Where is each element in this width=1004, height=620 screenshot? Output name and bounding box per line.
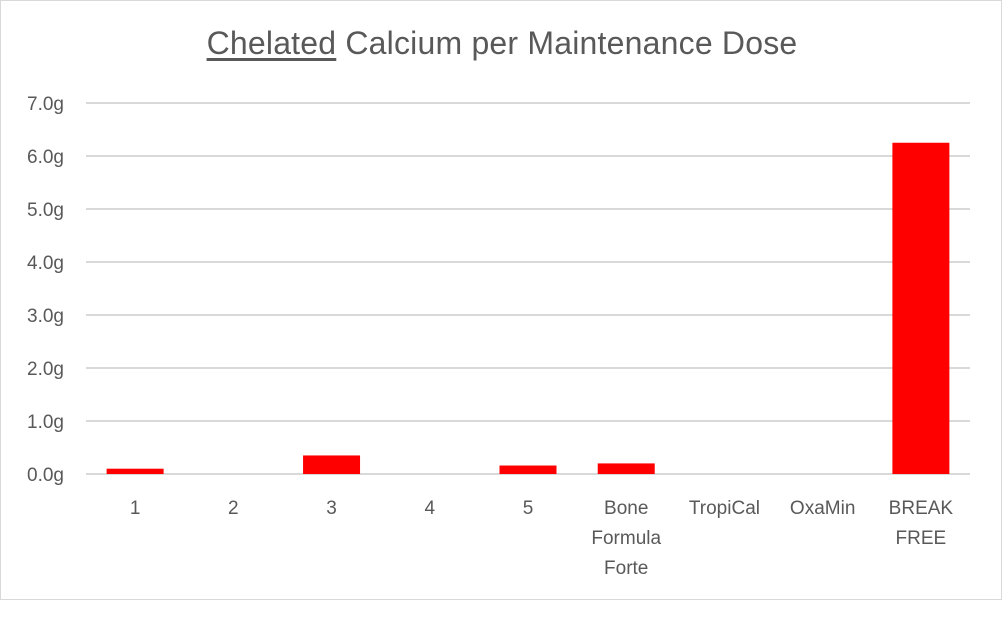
x-tick-label: 2	[228, 498, 239, 519]
bar	[499, 465, 557, 474]
y-tick-label: 2.0g	[27, 359, 64, 380]
x-tick-label: BREAK	[889, 498, 954, 519]
chart-title: Chelated Calcium per Maintenance Dose	[1, 25, 1003, 62]
y-tick-label: 0.0g	[27, 465, 64, 486]
chart-frame: Chelated Calcium per Maintenance Dose	[0, 0, 1002, 600]
x-tick-label: Forte	[604, 558, 648, 579]
chart-title-underlined: Chelated	[206, 25, 337, 61]
x-tick-label: Formula	[591, 528, 661, 549]
bar	[303, 455, 361, 474]
y-tick-label: 5.0g	[27, 200, 64, 221]
x-tick-label: TropiCal	[689, 498, 760, 519]
y-tick-label: 4.0g	[27, 253, 64, 274]
bar	[892, 142, 950, 474]
x-tick-label: 4	[424, 498, 435, 519]
x-tick-label: 1	[130, 498, 141, 519]
x-tick-label: 3	[326, 498, 337, 519]
x-tick-label: FREE	[896, 528, 947, 549]
y-tick-label: 6.0g	[27, 147, 64, 168]
chart-title-rest: Calcium per Maintenance Dose	[336, 25, 798, 61]
y-tick-label: 3.0g	[27, 306, 64, 327]
y-tick-label: 7.0g	[27, 94, 64, 115]
x-tick-label: 5	[523, 498, 534, 519]
bar	[106, 468, 164, 474]
x-tick-label: Bone	[604, 498, 648, 519]
bar	[597, 463, 655, 474]
y-tick-label: 1.0g	[27, 412, 64, 433]
x-tick-label: OxaMin	[790, 498, 855, 519]
